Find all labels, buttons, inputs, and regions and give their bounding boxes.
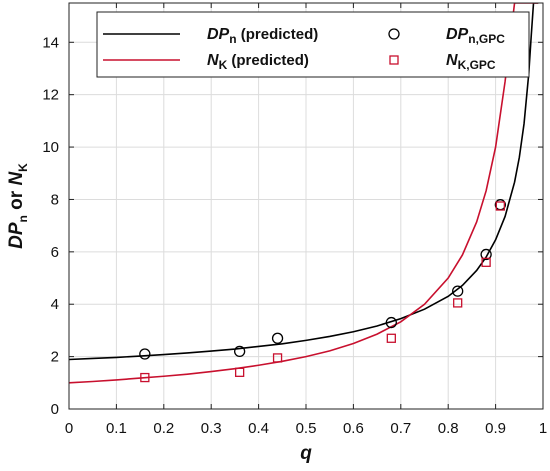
x-tick-label: 0.4: [248, 420, 269, 437]
legend: DPn (predicted) DPn,GPC NK (predicted) NK,G…: [96, 11, 530, 78]
legend-label-dpn_pred: DPn (predicted): [207, 26, 318, 46]
point-nk_gpc: [386, 333, 396, 343]
y-tick-label: 4: [51, 296, 59, 313]
legend-box: [96, 11, 530, 78]
point-nk_gpc: [140, 372, 150, 383]
legend-swatch-dpn_gpc: [388, 28, 400, 40]
point-dpn_gpc: [271, 332, 284, 344]
point-dpn_gpc: [233, 345, 246, 358]
series-layer: [69, 3, 539, 384]
y-tick-label: 14: [42, 34, 59, 51]
x-tick-label: 0: [65, 420, 73, 437]
legend-label-nk_pred: NK (predicted): [207, 52, 309, 72]
x-tick-label: 0.3: [201, 420, 222, 437]
x-tick-label: 0.8: [438, 420, 459, 437]
y-tick-label: 0: [51, 401, 59, 418]
point-nk_gpc: [453, 298, 463, 308]
point-nk_gpc: [481, 257, 491, 267]
legend-swatch-nk_gpc: [389, 55, 399, 65]
y-tick-label: 6: [51, 244, 59, 261]
y-tick-label: 10: [42, 139, 59, 156]
point-dpn_gpc: [452, 285, 464, 297]
x-tick-label: 0.5: [296, 420, 317, 437]
x-tick-label: 0.9: [485, 420, 506, 437]
y-tick-label: 2: [51, 349, 59, 366]
point-dpn_gpc: [139, 348, 151, 360]
point-nk_gpc: [234, 367, 245, 377]
x-tick-label: 1: [539, 420, 547, 437]
y-tick-label: 8: [51, 191, 59, 208]
point-dpn_gpc: [480, 248, 492, 261]
x-tick-label: 0.7: [390, 420, 411, 437]
x-tick-label: 0.2: [153, 420, 174, 437]
legend-label-nk_gpc: NK,GPC: [446, 52, 496, 72]
legend-label-dpn_gpc: DPn,GPC: [446, 26, 505, 46]
x-tick-label: 0.1: [106, 420, 127, 437]
point-nk_gpc: [272, 353, 283, 363]
markers-layer: [139, 199, 506, 383]
x-tick-label: 0.6: [343, 420, 364, 437]
y-tick-label: 12: [42, 87, 59, 104]
axes-box: [68, 2, 544, 410]
point-nk_gpc: [495, 201, 505, 211]
series-line-nk_pred: [69, 3, 539, 384]
point-dpn_gpc: [385, 316, 397, 329]
x-axis-label: q: [300, 443, 312, 464]
y-axis-label: DPn or NK: [6, 163, 30, 249]
